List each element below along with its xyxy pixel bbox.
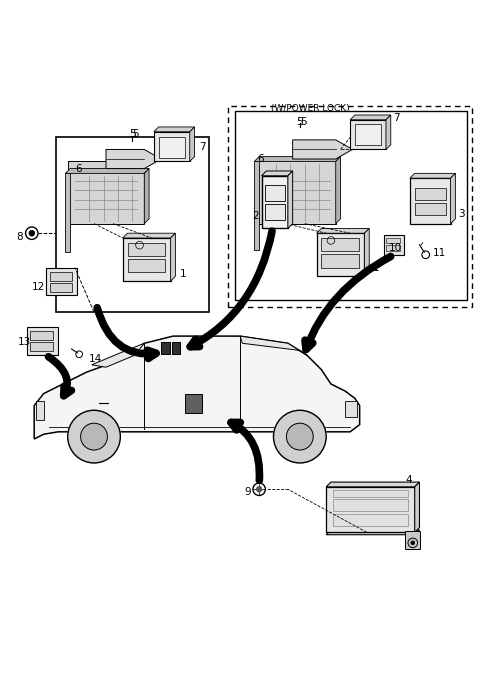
Bar [49,272,72,281]
Text: 1: 1 [373,263,380,273]
Text: 6: 6 [257,154,264,164]
Text: 13: 13 [17,337,31,347]
Text: 5: 5 [129,129,136,139]
Bar [265,185,285,200]
Bar [384,235,404,255]
Polygon shape [288,171,293,228]
Bar [265,204,285,220]
Bar [350,120,386,150]
Text: 5: 5 [300,116,306,127]
Text: 11: 11 [432,248,445,258]
Polygon shape [415,482,420,532]
Text: 9: 9 [245,487,252,497]
Polygon shape [106,150,161,169]
Polygon shape [293,140,352,159]
Bar [154,132,190,161]
Bar [386,238,400,243]
Bar [128,259,165,272]
Polygon shape [336,156,340,223]
Bar [36,401,44,420]
Polygon shape [34,336,360,439]
Text: 4: 4 [405,475,412,485]
Bar [322,255,359,267]
Polygon shape [254,156,340,161]
Bar [171,342,180,354]
Polygon shape [65,173,70,253]
Text: 7: 7 [393,113,400,123]
Bar [128,243,165,256]
Bar [49,283,72,292]
Circle shape [68,410,120,463]
Polygon shape [170,233,175,281]
Polygon shape [154,127,194,132]
Bar [415,188,446,200]
Polygon shape [410,173,456,178]
Bar [326,487,415,532]
Bar [161,342,169,354]
Bar [333,490,408,498]
Polygon shape [65,169,149,173]
Bar [228,106,472,307]
Text: 8: 8 [16,232,23,242]
Polygon shape [68,161,144,223]
Polygon shape [144,169,149,223]
Polygon shape [317,228,369,233]
Text: 12: 12 [32,282,45,292]
Polygon shape [92,343,144,367]
Circle shape [29,230,35,236]
Bar [333,514,408,526]
Text: 10: 10 [388,242,401,253]
Bar [415,203,446,215]
Bar [27,326,58,355]
Circle shape [411,541,415,545]
Bar [333,499,408,511]
Polygon shape [451,173,456,223]
Bar [123,238,170,281]
Text: (W/POWER LOCK): (W/POWER LOCK) [271,104,350,113]
Bar [46,267,77,295]
Text: 1: 1 [180,269,187,279]
Polygon shape [386,115,391,150]
Bar [410,178,451,223]
Polygon shape [350,115,391,120]
Bar [235,111,468,300]
Text: 7: 7 [199,142,206,152]
Text: 5: 5 [296,116,303,127]
Bar [158,137,185,158]
Bar [30,343,53,351]
Polygon shape [254,161,259,250]
Polygon shape [326,530,420,535]
Text: 2: 2 [252,211,259,221]
Circle shape [256,486,262,492]
Polygon shape [123,233,175,238]
Polygon shape [240,336,307,355]
Bar [317,233,364,276]
Text: 5: 5 [132,129,139,139]
Circle shape [287,423,313,450]
Circle shape [274,410,326,463]
Bar [56,137,209,312]
Bar [185,395,202,413]
Text: 6: 6 [75,164,82,173]
Bar [262,176,288,228]
Bar [386,245,400,251]
Bar [355,124,381,145]
Text: 3: 3 [458,209,464,219]
Polygon shape [262,171,293,176]
Bar [345,401,357,418]
Polygon shape [364,228,369,276]
Text: 14: 14 [89,353,103,364]
Bar [322,238,359,251]
Polygon shape [257,159,336,223]
Bar [30,331,53,340]
Polygon shape [190,127,194,161]
Polygon shape [326,482,420,487]
Circle shape [81,423,108,450]
Bar [405,531,420,549]
